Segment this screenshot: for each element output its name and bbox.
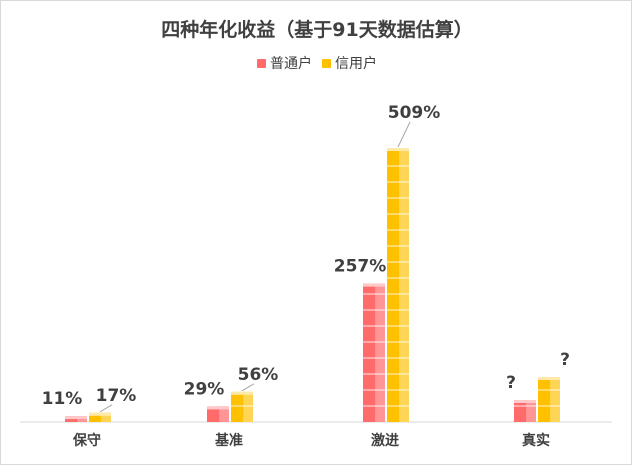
- bar-cap: [231, 391, 253, 395]
- x-tick-label: 基准: [215, 432, 243, 449]
- data-label-leader: [397, 121, 411, 148]
- bar-shade: [243, 391, 253, 422]
- data-label: 11%: [42, 389, 83, 409]
- bar-cap: [514, 400, 536, 403]
- bar-普通户-激进: [363, 283, 385, 422]
- legend-item-series-0: 普通户: [257, 53, 312, 73]
- data-label: 509%: [388, 103, 441, 123]
- bar-信用户-保守: [89, 412, 111, 422]
- bar-cap: [538, 377, 560, 380]
- bar-普通户-基准: [207, 406, 229, 422]
- data-label: 29%: [184, 379, 225, 399]
- x-tick-label: 保守: [72, 432, 101, 449]
- data-label: ?: [506, 373, 516, 393]
- x-tick-label: 激进: [371, 432, 399, 449]
- legend-label-series-0: 普通户: [270, 56, 312, 72]
- bar-cap: [387, 148, 409, 151]
- chart-title: 四种年化收益（基于91天数据估算）: [161, 19, 473, 41]
- bar-信用户-基准: [231, 391, 253, 422]
- bar-cap: [89, 412, 111, 416]
- bar-cap: [363, 283, 385, 287]
- bar-shade: [219, 406, 229, 422]
- bar-普通户-真实: [514, 400, 536, 422]
- bar-fill: [89, 412, 111, 422]
- data-label: 56%: [238, 365, 279, 385]
- bar-shade: [375, 283, 385, 422]
- bar-shade: [399, 148, 409, 422]
- bar-shade: [526, 400, 536, 422]
- bar-shade: [101, 412, 111, 422]
- legend: 普通户 信用户: [1, 53, 632, 73]
- bar-普通户-保守: [65, 416, 87, 422]
- data-label: ?: [560, 350, 570, 370]
- bar-信用户-激进: [387, 148, 409, 422]
- legend-item-series-1: 信用户: [322, 53, 377, 73]
- bar-信用户-真实: [538, 377, 560, 422]
- bar-cap: [207, 406, 229, 410]
- legend-swatch-series-0: [257, 58, 266, 68]
- data-label: 17%: [96, 386, 137, 406]
- data-label-leader: [241, 383, 255, 392]
- x-tick-label: 真实: [522, 432, 550, 449]
- data-label-leader: [99, 404, 113, 413]
- legend-label-series-1: 信用户: [335, 56, 377, 72]
- data-label: 257%: [334, 257, 387, 277]
- bar-cap: [65, 416, 87, 420]
- legend-swatch-series-1: [322, 58, 331, 68]
- bar-shade: [550, 377, 560, 422]
